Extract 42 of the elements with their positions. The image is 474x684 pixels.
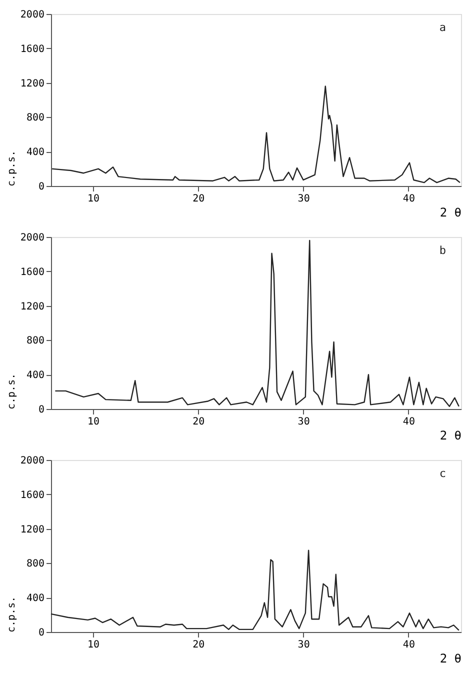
y-axis-title: c.p.s. bbox=[6, 373, 18, 410]
line-series bbox=[50, 550, 460, 631]
x-tick-label: 10 bbox=[88, 194, 100, 204]
y-tick-label: 0 bbox=[38, 404, 44, 416]
y-tick-label: 400 bbox=[26, 593, 44, 604]
x-tick-label: 30 bbox=[298, 194, 310, 204]
line-series bbox=[54, 240, 460, 408]
y-tick-label: 1600 bbox=[20, 490, 44, 501]
y-axis-title: c.p.s. bbox=[6, 150, 18, 186]
line-series bbox=[51, 86, 461, 184]
x-tick-label: 30 bbox=[298, 640, 310, 650]
x-tick-label: 40 bbox=[402, 640, 415, 650]
annotation: c bbox=[439, 467, 446, 480]
x-tick-label: 30 bbox=[298, 416, 310, 428]
y-tick-label: 1600 bbox=[20, 266, 44, 278]
annotation: b bbox=[439, 244, 446, 257]
y-tick-label: 800 bbox=[26, 558, 44, 570]
y-tick-label: 2000 bbox=[20, 456, 44, 466]
x-axis-title: 2 θ bbox=[440, 428, 462, 442]
y-tick-label: 2000 bbox=[20, 10, 44, 20]
x-tick-label: 20 bbox=[192, 416, 205, 428]
y-tick-label: 1200 bbox=[20, 78, 44, 90]
x-axis-title: 2 θ bbox=[440, 652, 462, 666]
x-tick-label: 20 bbox=[192, 194, 205, 204]
y-tick-label: 1200 bbox=[20, 524, 44, 536]
x-tick-label: 10 bbox=[88, 640, 100, 650]
y-tick-label: 800 bbox=[26, 336, 44, 347]
x-tick-label: 10 bbox=[88, 416, 100, 428]
x-tick-label: 40 bbox=[402, 416, 415, 428]
y-tick-label: 400 bbox=[26, 147, 44, 158]
y-tick-label: 1600 bbox=[20, 44, 44, 55]
y-tick-label: 1200 bbox=[20, 301, 44, 312]
annotation: a bbox=[439, 21, 446, 34]
x-axis-title: 2 θ bbox=[440, 206, 462, 220]
y-axis-title: c.p.s. bbox=[6, 596, 18, 632]
y-tick-label: 0 bbox=[38, 182, 44, 192]
y-tick-label: 800 bbox=[26, 112, 44, 124]
x-tick-label: 20 bbox=[192, 640, 205, 650]
y-tick-label: 400 bbox=[26, 370, 44, 382]
y-tick-label: 2000 bbox=[20, 232, 44, 244]
y-tick-label: 0 bbox=[38, 628, 44, 638]
x-tick-label: 40 bbox=[402, 194, 415, 204]
